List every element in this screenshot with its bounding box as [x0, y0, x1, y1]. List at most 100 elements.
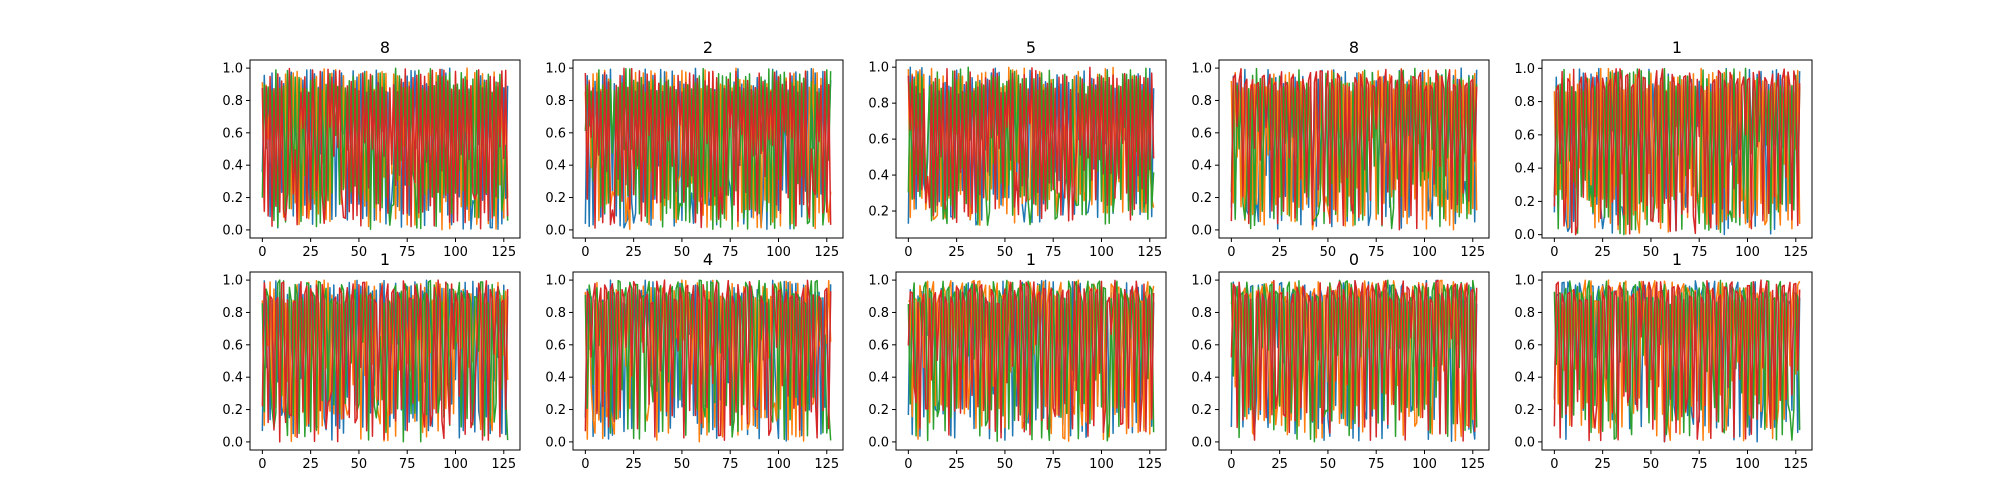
- x-tick-label: 50: [1320, 457, 1337, 472]
- x-tick-label: 100: [1089, 457, 1114, 472]
- subplot-title: 1: [1672, 250, 1682, 269]
- y-tick-label: 0.6: [1191, 126, 1212, 141]
- y-tick-label: 0.0: [1514, 435, 1535, 450]
- y-tick-label: 0.8: [868, 97, 889, 112]
- y-tick-label: 0.2: [868, 205, 889, 220]
- x-tick-label: 125: [814, 457, 839, 472]
- y-tick-label: 0.2: [222, 191, 243, 206]
- series-line-4: [261, 67, 509, 230]
- x-tick-label: 100: [443, 245, 468, 260]
- series-line-4: [584, 279, 832, 442]
- axes-frame: [895, 59, 1167, 239]
- subplot-title: 4: [703, 250, 713, 269]
- series-line-4: [261, 279, 509, 443]
- y-tick-label: 0.0: [1191, 223, 1212, 238]
- y-tick-label: 1.0: [868, 274, 889, 289]
- x-tick-label: 75: [1691, 245, 1708, 260]
- axes-frame: [1218, 271, 1490, 451]
- y-tick-label: 0.6: [545, 338, 566, 353]
- x-tick-label: 125: [1783, 457, 1808, 472]
- series-line-3: [907, 66, 1155, 226]
- y-tick-label: 0.2: [1514, 403, 1535, 418]
- subplot-title: 0: [1349, 250, 1359, 269]
- y-tick-label: 0.8: [222, 306, 243, 321]
- subplot-title: 1: [380, 250, 390, 269]
- x-tick-label: 100: [766, 245, 791, 260]
- y-tick-label: 0.4: [222, 371, 243, 386]
- series-line-4: [1230, 279, 1478, 442]
- subplot-4: 0 25 50 75 100 125 0.0 0.2 0.4 0.6 0.8 1.0 8: [1191, 38, 1490, 260]
- series-line-4: [907, 66, 1155, 224]
- x-tick-label: 75: [1368, 245, 1385, 260]
- subplot-1: 0 25 50 75 100 125 0.0 0.2 0.4 0.6 0.8 1.0 8: [222, 38, 521, 260]
- x-tick-label: 50: [674, 457, 691, 472]
- x-tick-label: 25: [625, 457, 642, 472]
- y-tick-label: 0.8: [222, 94, 243, 109]
- subplot-title: 5: [1026, 38, 1036, 57]
- x-tick-label: 50: [1643, 245, 1660, 260]
- x-tick-label: 0: [258, 457, 266, 472]
- x-tick-label: 50: [351, 457, 368, 472]
- series-line-3: [584, 67, 832, 231]
- subplot-title: 8: [380, 38, 390, 57]
- axes-frame: [895, 271, 1167, 451]
- y-tick-label: 0.8: [868, 306, 889, 321]
- x-tick-label: 0: [581, 245, 589, 260]
- x-tick-label: 0: [904, 457, 912, 472]
- x-tick-label: 25: [1271, 245, 1288, 260]
- x-tick-label: 50: [674, 245, 691, 260]
- x-tick-label: 100: [1089, 245, 1114, 260]
- y-tick-label: 0.0: [545, 223, 566, 238]
- y-tick-label: 0.6: [222, 338, 243, 353]
- y-tick-label: 0.4: [545, 371, 566, 386]
- subplot-3: 0 25 50 75 100 125 0.2 0.4 0.6 0.8 1.0 5: [868, 38, 1167, 260]
- series-line-4: [1553, 68, 1801, 236]
- subplot-title: 8: [1349, 38, 1359, 57]
- y-tick-label: 0.2: [868, 403, 889, 418]
- x-tick-label: 25: [1594, 245, 1611, 260]
- x-tick-label: 50: [997, 457, 1014, 472]
- x-tick-label: 50: [351, 245, 368, 260]
- y-tick-label: 0.2: [1514, 195, 1535, 210]
- y-tick-label: 0.2: [1191, 403, 1212, 418]
- subplot-title: 1: [1026, 250, 1036, 269]
- x-tick-label: 75: [1368, 457, 1385, 472]
- y-tick-label: 1.0: [1514, 62, 1535, 77]
- series-group: [907, 279, 1155, 443]
- x-tick-label: 0: [258, 245, 266, 260]
- y-tick-label: 0.0: [1191, 435, 1212, 450]
- y-tick-label: 0.2: [545, 403, 566, 418]
- x-tick-label: 25: [302, 457, 319, 472]
- x-tick-label: 0: [1550, 245, 1558, 260]
- x-tick-label: 50: [1320, 245, 1337, 260]
- y-tick-label: 1.0: [222, 62, 243, 77]
- y-tick-label: 0.4: [1191, 159, 1212, 174]
- y-tick-label: 1.0: [545, 62, 566, 77]
- y-tick-label: 1.0: [1191, 62, 1212, 77]
- y-tick-label: 0.6: [222, 126, 243, 141]
- x-tick-label: 125: [491, 457, 516, 472]
- x-tick-label: 75: [722, 245, 739, 260]
- y-tick-label: 0.6: [545, 126, 566, 141]
- y-tick-label: 0.6: [868, 133, 889, 148]
- x-tick-label: 25: [948, 245, 965, 260]
- y-tick-label: 0.8: [1191, 306, 1212, 321]
- axes-frame: [1218, 59, 1490, 239]
- series-group: [1230, 279, 1478, 443]
- x-tick-label: 0: [1227, 245, 1235, 260]
- y-tick-label: 1.0: [1514, 274, 1535, 289]
- y-tick-label: 0.2: [1191, 191, 1212, 206]
- series-line-4: [584, 67, 832, 229]
- x-tick-label: 75: [399, 457, 416, 472]
- y-tick-label: 0.8: [1514, 306, 1535, 321]
- x-tick-label: 25: [302, 245, 319, 260]
- y-tick-label: 0.6: [1514, 128, 1535, 143]
- y-tick-label: 0.0: [222, 223, 243, 238]
- series-group: [584, 279, 832, 443]
- x-tick-label: 0: [581, 457, 589, 472]
- x-tick-label: 75: [1045, 457, 1062, 472]
- x-tick-label: 125: [1460, 245, 1485, 260]
- y-tick-label: 0.4: [1514, 371, 1535, 386]
